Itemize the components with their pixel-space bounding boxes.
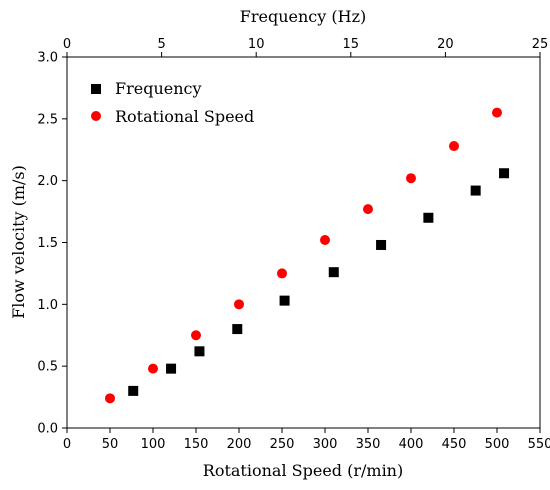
- legend-label-rotational-speed: Rotational Speed: [115, 107, 254, 126]
- rotational-speed-point: [234, 299, 244, 310]
- y-tick-label: 0.5: [37, 360, 58, 375]
- rotational-speed-point: [148, 363, 158, 374]
- y-tick-label: 2.5: [37, 112, 58, 127]
- x2-tick-label: 10: [248, 37, 265, 52]
- rotational-speed-point: [449, 141, 459, 152]
- frequency-point: [194, 346, 205, 357]
- frequency-point: [376, 239, 387, 250]
- ticks-layer: 0 50 100 150 200 250 300 350 400 450 500 550 0 5 10 15 2…: [37, 37, 550, 452]
- x-tick-label: 200: [227, 437, 252, 452]
- x-tick-label: 50: [102, 437, 119, 452]
- y-tick-label: 3.0: [37, 51, 58, 66]
- x2-axis-title: Frequency (Hz): [240, 7, 367, 26]
- legend: Frequency Rotational Speed: [91, 79, 254, 126]
- rotational-speed-point: [105, 393, 115, 404]
- x2-tick-label: 25: [532, 37, 549, 52]
- frequency-point: [232, 324, 243, 335]
- y-tick-label: 1.0: [37, 298, 58, 313]
- frequency-point: [499, 168, 510, 179]
- x-tick-label: 250: [270, 437, 295, 452]
- frequency-point: [470, 185, 481, 196]
- rotational-speed-point: [320, 235, 330, 246]
- frequency-point: [279, 295, 290, 306]
- x-tick-label: 500: [485, 437, 510, 452]
- y-axis-title: Flow velocity (m/s): [9, 165, 28, 319]
- rotational-speed-point: [363, 204, 373, 215]
- frequency-point: [166, 363, 177, 374]
- marks-layer: [105, 107, 510, 404]
- x-tick-label: 450: [442, 437, 467, 452]
- legend-label-frequency: Frequency: [115, 79, 202, 98]
- x2-tick-label: 15: [343, 37, 360, 52]
- x-axis-title: Rotational Speed (r/min): [203, 461, 403, 480]
- x-tick-label: 100: [141, 437, 166, 452]
- y-tick-label: 2.0: [37, 174, 58, 189]
- rotational-speed-point: [492, 107, 502, 118]
- rotational-speed-point: [406, 173, 416, 184]
- x-tick-label: 350: [356, 437, 381, 452]
- rotational-speed-point: [277, 268, 287, 279]
- x2-tick-label: 20: [437, 37, 454, 52]
- x-tick-label: 0: [63, 437, 71, 452]
- y-tick-label: 1.5: [37, 236, 58, 251]
- x2-tick-label: 0: [63, 37, 71, 52]
- frequency-point: [423, 212, 434, 223]
- x-tick-label: 400: [399, 437, 424, 452]
- rotational-speed-point: [191, 330, 201, 341]
- y-tick-label: 0.0: [37, 422, 58, 437]
- legend-marker-circle: [91, 111, 101, 121]
- x-tick-label: 550: [528, 437, 550, 452]
- x-tick-label: 150: [184, 437, 209, 452]
- legend-marker-square: [91, 84, 101, 94]
- frequency-point: [328, 267, 339, 278]
- x-tick-label: 300: [313, 437, 338, 452]
- x2-tick-label: 5: [157, 37, 165, 52]
- frequency-point: [128, 385, 139, 396]
